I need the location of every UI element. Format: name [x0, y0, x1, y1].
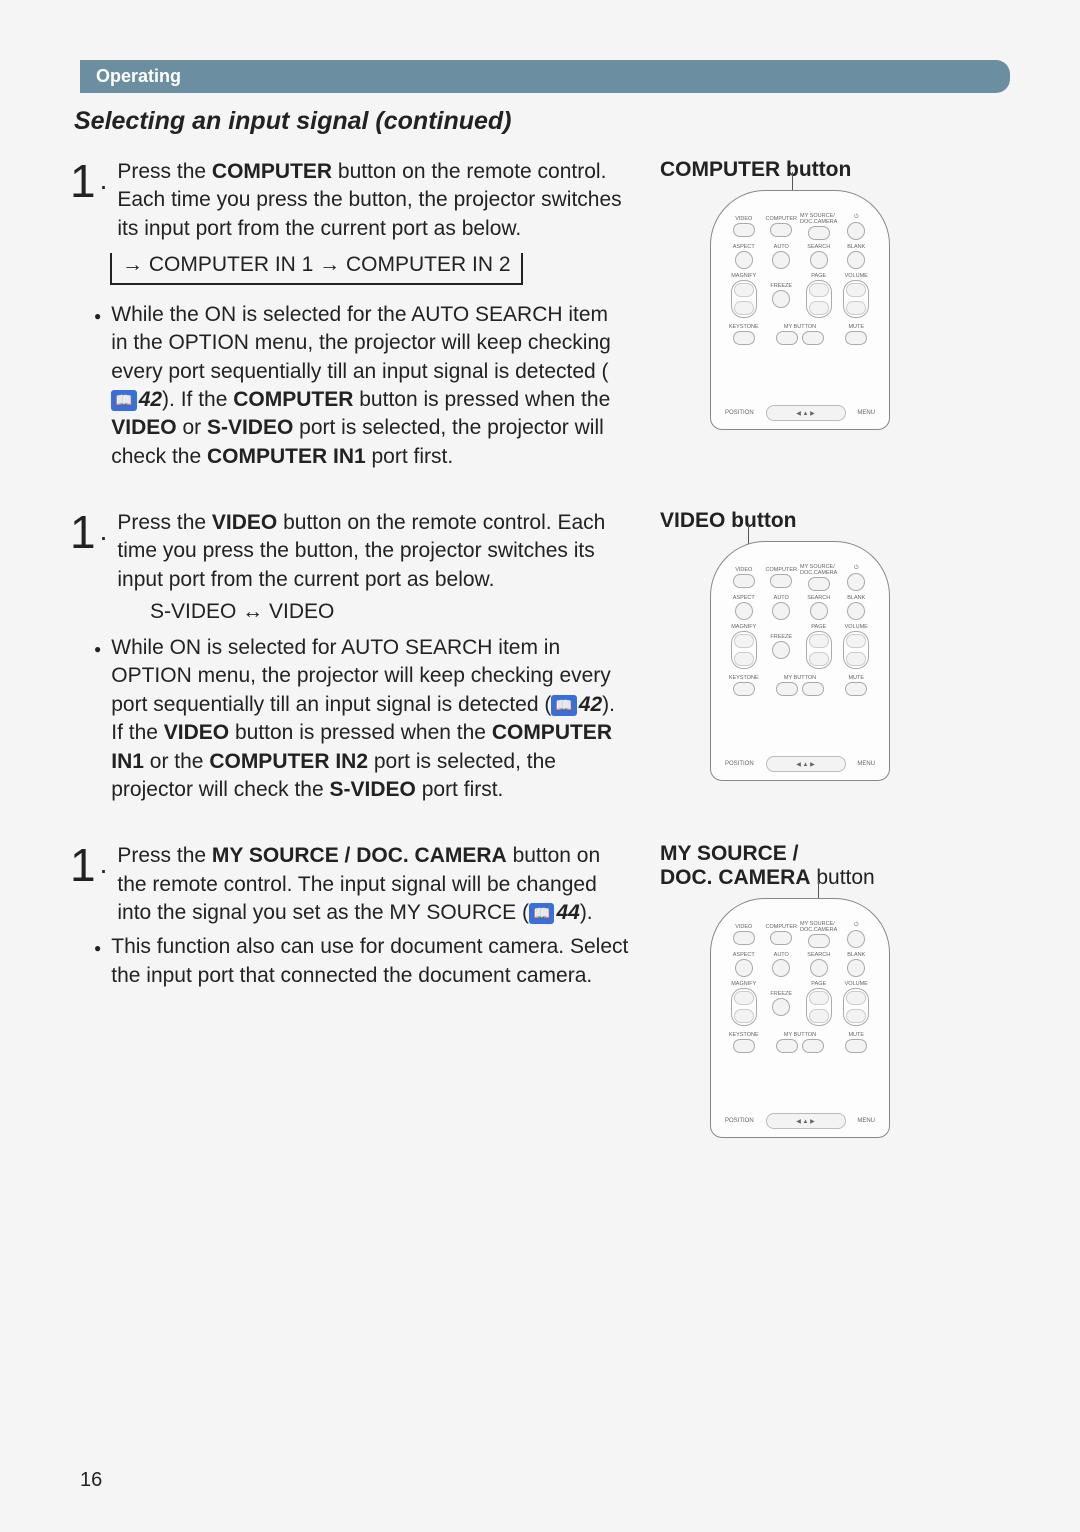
step-dot: .	[100, 842, 108, 887]
bullet-note: While the ON is selected for the AUTO SE…	[94, 301, 630, 471]
remote-label: MY SOURCE /DOC. CAMERA button	[660, 842, 875, 890]
step-text: Press the COMPUTER button on the remote …	[117, 158, 630, 243]
bullet-note: While ON is selected for AUTO SEARCH ite…	[94, 634, 630, 804]
page-number: 16	[80, 1469, 102, 1492]
step-dot: .	[100, 158, 108, 203]
remote-label: VIDEO button	[660, 509, 796, 533]
block-mysource: 1 . Press the MY SOURCE / DOC. CAMERA bu…	[70, 842, 1010, 1138]
remote-control-illustration: VIDEO COMPUTER MY SOURCE/ DOC.CAMERA ⏻ A…	[710, 898, 890, 1138]
block-computer: 1 . Press the COMPUTER button on the rem…	[70, 158, 1010, 479]
step-number: 1	[70, 842, 96, 888]
remote-label: COMPUTER button	[660, 158, 851, 182]
bullet-note: This function also can use for document …	[94, 933, 630, 990]
step-dot: .	[100, 509, 108, 554]
remote-control-illustration: VIDEO COMPUTER MY SOURCE/ DOC.CAMERA ⏻ A…	[710, 190, 890, 430]
page-ref-icon: 📖	[529, 903, 554, 924]
step-text: Press the MY SOURCE / DOC. CAMERA button…	[117, 842, 630, 927]
page-ref-icon: 📖	[551, 695, 576, 716]
step-number: 1	[70, 158, 96, 204]
step-number: 1	[70, 509, 96, 555]
section-title: Selecting an input signal (continued)	[74, 107, 1010, 136]
input-cycle-diagram: S-VIDEO ↔ VIDEO	[150, 600, 630, 624]
remote-control-illustration: VIDEO COMPUTER MY SOURCE/ DOC.CAMERA ⏻ A…	[710, 541, 890, 781]
input-cycle-diagram: → COMPUTER IN 1 → COMPUTER IN 2	[110, 253, 523, 285]
step-text: Press the VIDEO button on the remote con…	[117, 509, 630, 594]
page-ref-icon: 📖	[111, 390, 136, 411]
operating-banner: Operating	[80, 60, 1010, 93]
block-video: 1 . Press the VIDEO button on the remote…	[70, 509, 1010, 812]
